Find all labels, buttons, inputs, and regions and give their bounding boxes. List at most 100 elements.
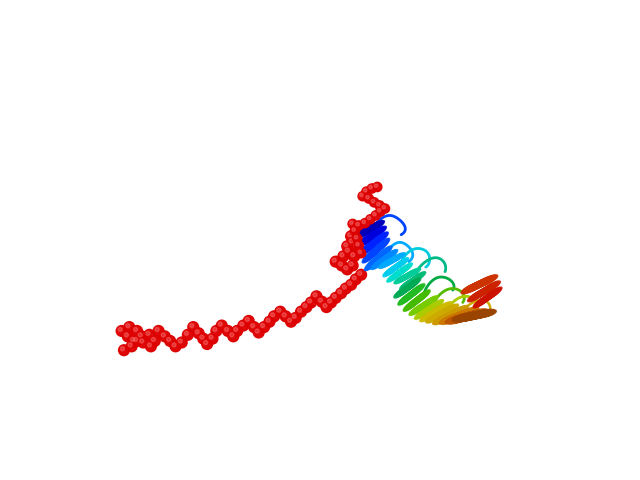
- Ellipse shape: [428, 312, 445, 322]
- Ellipse shape: [371, 251, 386, 264]
- Circle shape: [275, 306, 285, 317]
- Ellipse shape: [396, 258, 408, 268]
- Circle shape: [349, 251, 360, 262]
- Circle shape: [164, 336, 175, 347]
- Ellipse shape: [421, 305, 436, 315]
- Ellipse shape: [478, 285, 495, 296]
- Ellipse shape: [426, 301, 441, 312]
- Ellipse shape: [433, 314, 451, 324]
- Ellipse shape: [387, 272, 400, 282]
- Ellipse shape: [424, 309, 441, 319]
- Circle shape: [348, 233, 351, 237]
- Ellipse shape: [364, 249, 378, 262]
- Ellipse shape: [415, 301, 431, 311]
- Circle shape: [342, 241, 353, 252]
- Ellipse shape: [449, 314, 471, 323]
- Ellipse shape: [434, 302, 451, 313]
- Ellipse shape: [423, 296, 438, 306]
- Circle shape: [353, 234, 362, 243]
- Ellipse shape: [385, 265, 398, 276]
- Circle shape: [124, 333, 129, 337]
- Ellipse shape: [365, 228, 383, 241]
- Ellipse shape: [443, 309, 461, 320]
- Circle shape: [176, 337, 187, 348]
- Ellipse shape: [431, 304, 448, 315]
- Ellipse shape: [388, 254, 402, 263]
- Circle shape: [362, 220, 365, 224]
- Circle shape: [138, 337, 148, 348]
- Circle shape: [280, 311, 291, 322]
- Circle shape: [153, 325, 164, 336]
- Ellipse shape: [481, 283, 497, 294]
- Ellipse shape: [364, 230, 381, 242]
- Ellipse shape: [475, 287, 492, 297]
- Circle shape: [354, 243, 358, 248]
- Ellipse shape: [385, 256, 399, 265]
- Ellipse shape: [416, 290, 430, 301]
- Ellipse shape: [404, 277, 418, 287]
- Circle shape: [360, 193, 363, 197]
- Circle shape: [204, 340, 207, 345]
- Circle shape: [238, 320, 249, 331]
- Ellipse shape: [447, 314, 470, 324]
- Circle shape: [332, 294, 336, 299]
- Ellipse shape: [362, 231, 380, 243]
- Ellipse shape: [364, 222, 382, 233]
- Ellipse shape: [375, 248, 390, 262]
- Ellipse shape: [399, 272, 413, 281]
- Ellipse shape: [445, 308, 463, 319]
- Ellipse shape: [439, 311, 458, 322]
- Ellipse shape: [436, 312, 455, 323]
- Circle shape: [326, 297, 337, 308]
- Ellipse shape: [456, 312, 478, 321]
- Ellipse shape: [437, 307, 454, 317]
- Ellipse shape: [396, 286, 410, 297]
- Ellipse shape: [406, 288, 420, 299]
- Ellipse shape: [454, 313, 477, 322]
- Ellipse shape: [409, 274, 422, 284]
- Circle shape: [216, 320, 227, 331]
- Ellipse shape: [454, 312, 476, 322]
- Ellipse shape: [379, 260, 393, 268]
- Ellipse shape: [356, 226, 374, 238]
- Ellipse shape: [401, 291, 415, 302]
- Ellipse shape: [476, 286, 493, 296]
- Ellipse shape: [358, 225, 376, 236]
- Ellipse shape: [454, 309, 474, 319]
- Circle shape: [140, 339, 144, 343]
- Circle shape: [313, 293, 317, 297]
- Ellipse shape: [418, 299, 433, 310]
- Ellipse shape: [486, 288, 500, 299]
- Ellipse shape: [422, 309, 439, 320]
- Circle shape: [132, 325, 143, 336]
- Ellipse shape: [413, 292, 428, 303]
- Ellipse shape: [362, 223, 380, 234]
- Circle shape: [356, 269, 367, 280]
- Circle shape: [260, 324, 264, 328]
- Ellipse shape: [419, 306, 433, 317]
- Ellipse shape: [469, 310, 492, 318]
- Circle shape: [189, 324, 194, 328]
- Ellipse shape: [451, 310, 471, 320]
- Circle shape: [149, 336, 160, 347]
- Ellipse shape: [368, 254, 383, 267]
- Ellipse shape: [365, 221, 383, 232]
- Circle shape: [358, 192, 367, 201]
- Ellipse shape: [404, 299, 419, 311]
- Circle shape: [253, 327, 264, 338]
- Ellipse shape: [463, 310, 485, 319]
- Circle shape: [332, 258, 336, 262]
- Circle shape: [170, 341, 181, 352]
- Ellipse shape: [449, 313, 472, 323]
- Ellipse shape: [367, 228, 384, 240]
- Ellipse shape: [357, 226, 375, 237]
- Ellipse shape: [470, 279, 489, 289]
- Circle shape: [228, 331, 239, 342]
- Ellipse shape: [383, 266, 396, 277]
- Ellipse shape: [388, 263, 401, 274]
- Circle shape: [166, 337, 171, 341]
- Ellipse shape: [449, 311, 470, 321]
- Ellipse shape: [484, 281, 500, 292]
- Circle shape: [296, 306, 307, 317]
- Circle shape: [365, 215, 375, 224]
